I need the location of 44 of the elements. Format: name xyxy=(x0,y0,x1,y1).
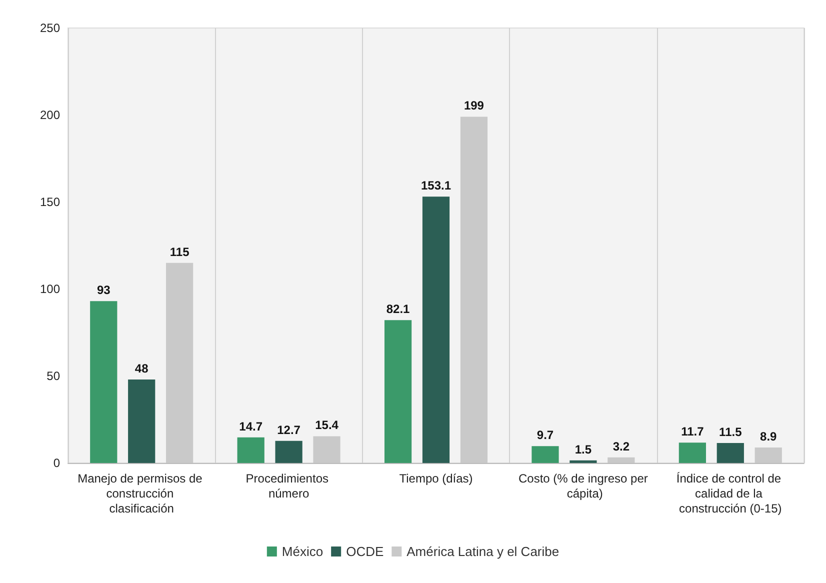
bar xyxy=(422,196,450,463)
data-label: 93 xyxy=(96,283,111,298)
y-tick-label: 100 xyxy=(40,282,60,296)
bar xyxy=(166,262,194,463)
data-label: 14.7 xyxy=(239,419,263,434)
y-tick-label: 250 xyxy=(40,21,60,35)
bar xyxy=(128,379,156,463)
data-label: 199 xyxy=(464,98,484,113)
bar xyxy=(237,437,264,463)
bar xyxy=(570,460,597,463)
bar xyxy=(532,446,559,463)
bar xyxy=(384,320,412,463)
bar xyxy=(460,116,488,463)
bar xyxy=(608,457,635,463)
x-tick-label: Índice de control de calidad de la construcción (0-15) xyxy=(676,472,784,516)
bar xyxy=(90,301,118,463)
data-label: 12.7 xyxy=(277,422,301,437)
bar xyxy=(678,442,706,463)
data-label: 8.9 xyxy=(760,430,778,444)
legend-label: OCDE xyxy=(346,544,384,559)
x-tick-label: Manejo de permisos de construcción clasificación xyxy=(78,472,206,516)
y-tick-label: 200 xyxy=(40,108,60,122)
data-label: 153.1 xyxy=(420,178,452,193)
data-label: 3.2 xyxy=(612,439,630,454)
data-label: 82.1 xyxy=(386,302,410,316)
data-label: 48 xyxy=(134,361,149,376)
bar xyxy=(716,442,744,463)
legend-label: México xyxy=(282,544,324,559)
x-tick-label: Procedimientos número xyxy=(246,472,332,500)
data-label: 9.7 xyxy=(536,428,554,442)
x-tick-label: Costo (% de ingreso per cápita) xyxy=(518,472,648,500)
x-tick-label: Tiempo (días) xyxy=(399,472,473,486)
bar xyxy=(275,440,302,463)
y-tick-label: 50 xyxy=(46,369,60,383)
data-label: 15.4 xyxy=(315,418,339,432)
bar xyxy=(313,436,340,463)
data-label: 1.5 xyxy=(574,442,592,456)
data-label: 11.7 xyxy=(681,424,704,439)
data-label: 115 xyxy=(170,244,190,259)
legend-label: América Latina y el Caribe xyxy=(406,544,560,559)
data-label: 11.5 xyxy=(719,424,742,439)
bar xyxy=(754,448,782,463)
y-tick-label: 0 xyxy=(53,456,60,470)
y-tick-label: 150 xyxy=(40,195,60,209)
